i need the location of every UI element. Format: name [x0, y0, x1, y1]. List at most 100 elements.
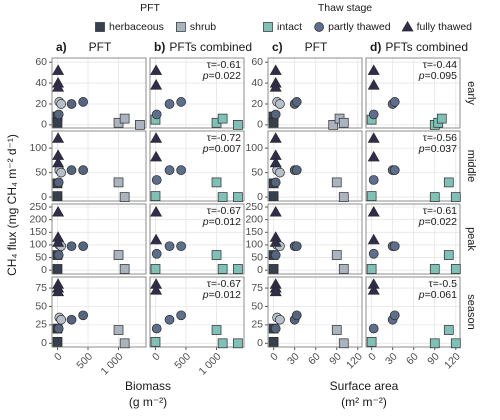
point [113, 325, 124, 335]
point [233, 120, 243, 130]
point [269, 205, 282, 217]
point [328, 120, 339, 130]
point [66, 241, 77, 252]
column-title: c) PFT [272, 40, 328, 54]
point [367, 233, 380, 245]
annotation-tau: τ=-0.61 [423, 205, 457, 217]
point [429, 338, 440, 349]
y-tick-label: 75 [35, 282, 47, 294]
y-tick-label: 0 [41, 337, 47, 349]
annotation-tau: τ=-0.44 [423, 59, 457, 71]
point [268, 264, 279, 274]
point [78, 97, 88, 107]
panel-border [51, 130, 147, 202]
point [56, 167, 67, 178]
point [52, 336, 63, 347]
point [367, 150, 380, 162]
point [78, 310, 88, 321]
point [368, 323, 379, 334]
x-axis-title: Biomass [125, 379, 171, 393]
legend-label: herbaceous [109, 21, 164, 33]
legend-title: Thaw stage [318, 2, 372, 14]
point [443, 177, 454, 188]
panel [52, 277, 146, 347]
point [211, 177, 222, 188]
point [429, 192, 440, 202]
panel-border [267, 57, 363, 129]
point [217, 192, 228, 202]
y-tick-label: 40 [251, 77, 263, 89]
annotation-p: p=0.007 [202, 143, 241, 155]
panel [366, 131, 460, 201]
panel [150, 277, 244, 347]
legend-symbol [401, 20, 414, 32]
point [151, 323, 162, 334]
point [150, 233, 163, 245]
panel-border [149, 130, 245, 202]
point [269, 64, 282, 75]
x-axis-unit: (m² m⁻²) [341, 395, 387, 409]
point [53, 109, 64, 120]
point [275, 167, 285, 178]
legend-label: fully thawed [417, 21, 473, 33]
point [176, 241, 186, 252]
point [52, 191, 63, 201]
y-tick-label: 25 [251, 319, 263, 331]
annotation-p: p=0.022 [418, 216, 457, 228]
point [217, 264, 228, 274]
panel [150, 131, 244, 201]
y-tick-label: 75 [251, 282, 263, 294]
point [151, 109, 162, 120]
point [176, 165, 186, 176]
point [389, 165, 400, 176]
panel-border [51, 276, 147, 348]
point [66, 314, 77, 325]
column-tag: d) [370, 40, 381, 54]
y-tick-label: 150 [29, 226, 47, 238]
column-tag: a) [56, 40, 67, 54]
point [268, 336, 279, 347]
point [233, 264, 243, 274]
point [151, 175, 162, 185]
point [389, 310, 400, 321]
point [270, 109, 281, 120]
y-tick-label: 50 [35, 300, 47, 312]
point [450, 264, 461, 274]
panel [268, 204, 362, 274]
legend-title: PFT [140, 2, 160, 14]
point [53, 323, 64, 334]
panel [52, 204, 146, 274]
panel-border [365, 203, 461, 275]
point [52, 81, 65, 92]
point [56, 99, 67, 109]
point [119, 264, 130, 274]
point [113, 177, 124, 188]
point [176, 310, 186, 321]
panel-border [365, 57, 461, 129]
point [151, 248, 162, 259]
row-label: season [465, 294, 477, 329]
point [270, 323, 281, 334]
point [56, 314, 67, 325]
point [78, 165, 88, 176]
point [331, 325, 342, 335]
y-tick-label: 50 [251, 300, 263, 312]
point [269, 132, 282, 143]
column-name: PFTs combined [385, 40, 468, 54]
y-tick-label: 50 [251, 251, 263, 263]
y-tick-label: 50 [35, 166, 47, 178]
point [269, 81, 282, 92]
point [291, 97, 302, 107]
panel-border [51, 57, 147, 129]
point [368, 175, 379, 185]
y-tick-label: 0 [41, 264, 47, 276]
point [269, 236, 282, 247]
point [270, 250, 281, 260]
point [367, 205, 380, 217]
point [270, 177, 281, 188]
annotation-p: p=0.012 [202, 216, 241, 228]
annotation-p: p=0.037 [418, 143, 457, 155]
annotation-tau: τ=-0.67 [207, 278, 241, 290]
point [52, 285, 65, 297]
